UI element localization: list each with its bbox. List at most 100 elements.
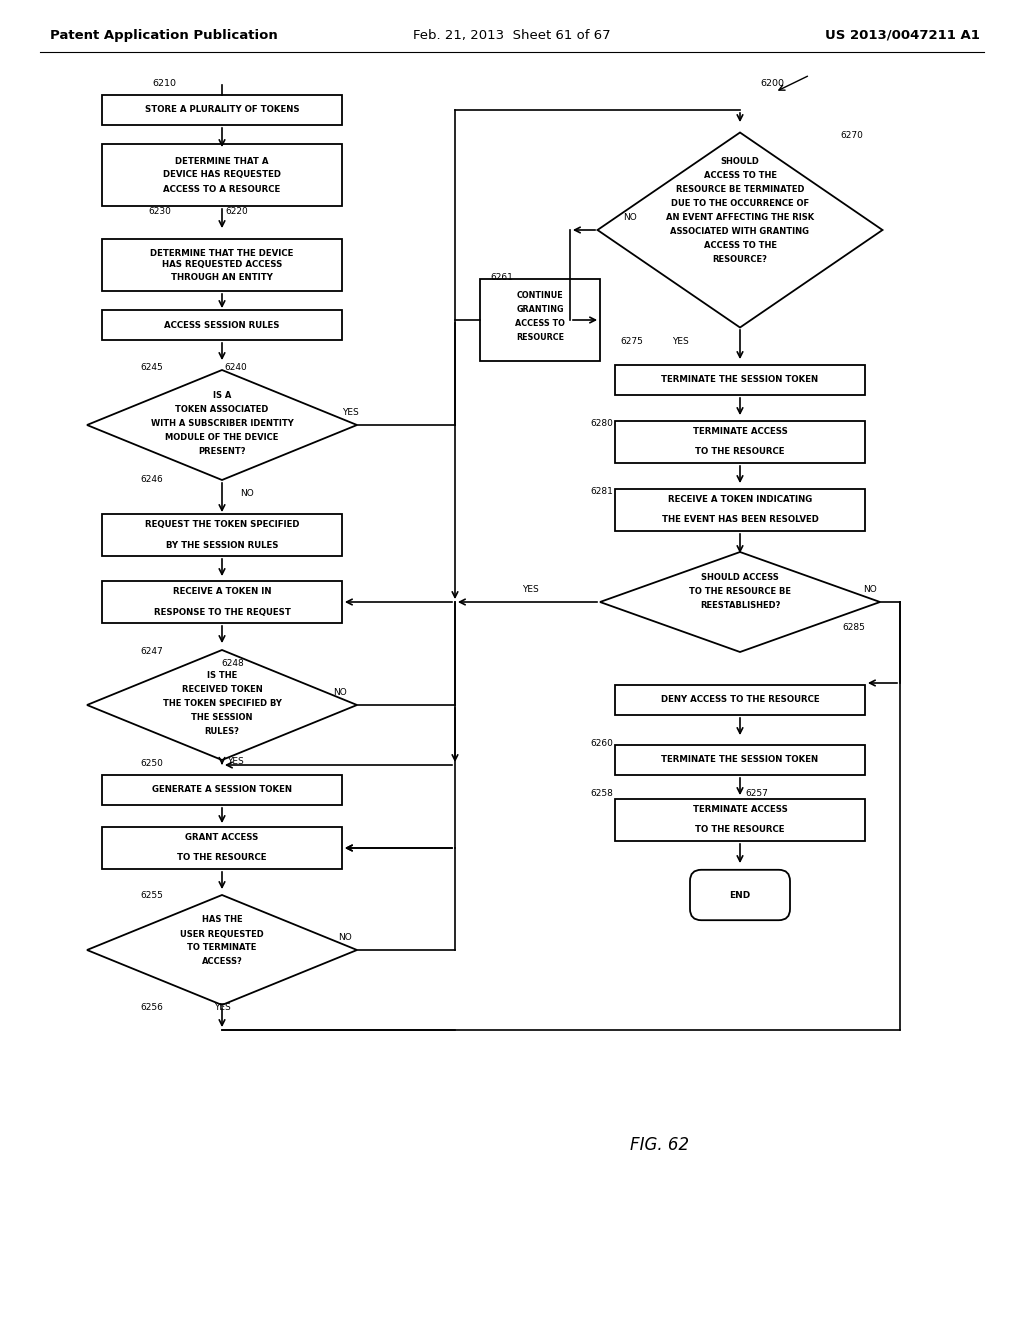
Text: BY THE SESSION RULES: BY THE SESSION RULES [166,540,279,549]
Bar [102,95,342,125]
Bar [480,279,600,360]
Polygon shape [87,370,357,480]
FancyBboxPatch shape [690,870,790,920]
Text: DEVICE HAS REQUESTED: DEVICE HAS REQUESTED [163,170,281,180]
Text: THROUGH AN ENTITY: THROUGH AN ENTITY [171,272,273,281]
Text: PRESENT?: PRESENT? [199,446,246,455]
Text: DETERMINE THAT THE DEVICE: DETERMINE THAT THE DEVICE [151,248,294,257]
Bar [102,513,342,556]
Text: 6210: 6210 [152,78,176,87]
Text: HAS REQUESTED ACCESS: HAS REQUESTED ACCESS [162,260,283,269]
Text: RECEIVE A TOKEN INDICATING: RECEIVE A TOKEN INDICATING [668,495,812,504]
Text: NO: NO [240,488,254,498]
Polygon shape [87,649,357,760]
Text: 6281: 6281 [590,487,613,495]
Text: SHOULD ACCESS: SHOULD ACCESS [701,573,779,582]
Bar [102,775,342,805]
Bar [102,581,342,623]
Bar [102,144,342,206]
Bar [102,310,342,341]
Bar [102,239,342,290]
Text: YES: YES [521,585,539,594]
Text: HAS THE: HAS THE [202,916,243,924]
Text: THE EVENT HAS BEEN RESOLVED: THE EVENT HAS BEEN RESOLVED [662,516,818,524]
Text: USER REQUESTED: USER REQUESTED [180,929,264,939]
Bar [615,421,865,463]
Text: 6256: 6256 [140,1003,163,1012]
Text: NO: NO [863,585,877,594]
Text: DUE TO THE OCCURRENCE OF: DUE TO THE OCCURRENCE OF [671,199,809,209]
Text: TO THE RESOURCE: TO THE RESOURCE [177,854,266,862]
Text: ACCESS TO THE: ACCESS TO THE [703,242,776,251]
Text: STORE A PLURALITY OF TOKENS: STORE A PLURALITY OF TOKENS [144,106,299,115]
Text: 6246: 6246 [140,475,163,484]
Text: RESOURCE BE TERMINATED: RESOURCE BE TERMINATED [676,186,804,194]
Text: 6240: 6240 [224,363,247,372]
Text: ACCESS TO THE: ACCESS TO THE [703,172,776,181]
Bar [102,828,342,869]
Text: CONTINUE: CONTINUE [517,292,563,301]
Text: RECEIVE A TOKEN IN: RECEIVE A TOKEN IN [173,587,271,597]
Polygon shape [600,552,880,652]
Text: REQUEST THE TOKEN SPECIFIED: REQUEST THE TOKEN SPECIFIED [144,520,299,529]
Text: NO: NO [624,213,637,222]
Text: IS THE: IS THE [207,671,238,680]
Text: RULES?: RULES? [205,726,240,735]
Text: 6257: 6257 [745,788,768,797]
Polygon shape [87,895,357,1005]
Text: YES: YES [226,758,244,767]
Text: 6258: 6258 [590,788,613,797]
Text: TERMINATE ACCESS: TERMINATE ACCESS [692,428,787,437]
Text: RECEIVED TOKEN: RECEIVED TOKEN [181,685,262,693]
Text: 6200: 6200 [760,78,784,87]
Text: RESOURCE?: RESOURCE? [713,256,767,264]
Text: 6261: 6261 [490,272,513,281]
Text: TOKEN ASSOCIATED: TOKEN ASSOCIATED [175,404,268,413]
Text: 6248: 6248 [221,659,244,668]
Text: 6245: 6245 [140,363,163,372]
Text: ACCESS?: ACCESS? [202,957,243,966]
Text: 6250: 6250 [140,759,163,768]
Text: Feb. 21, 2013  Sheet 61 of 67: Feb. 21, 2013 Sheet 61 of 67 [414,29,610,41]
Text: YES: YES [214,1003,230,1012]
Bar [615,744,865,775]
Text: 6247: 6247 [140,647,163,656]
Text: SHOULD: SHOULD [721,157,760,166]
Polygon shape [597,132,883,327]
Text: TERMINATE THE SESSION TOKEN: TERMINATE THE SESSION TOKEN [662,375,818,384]
Text: REESTABLISHED?: REESTABLISHED? [699,602,780,610]
Text: US 2013/0047211 A1: US 2013/0047211 A1 [825,29,980,41]
Bar [615,488,865,531]
Text: GRANTING: GRANTING [516,305,564,314]
Text: IS A: IS A [213,391,231,400]
Text: WITH A SUBSCRIBER IDENTITY: WITH A SUBSCRIBER IDENTITY [151,418,293,428]
Text: 6280: 6280 [590,418,613,428]
Text: ACCESS TO: ACCESS TO [515,319,565,329]
Text: 6285: 6285 [842,623,865,631]
Text: TERMINATE THE SESSION TOKEN: TERMINATE THE SESSION TOKEN [662,755,818,764]
Text: FIG. 62: FIG. 62 [631,1137,689,1154]
Text: DETERMINE THAT A: DETERMINE THAT A [175,157,268,165]
Text: MODULE OF THE DEVICE: MODULE OF THE DEVICE [165,433,279,441]
Text: DENY ACCESS TO THE RESOURCE: DENY ACCESS TO THE RESOURCE [660,696,819,705]
Text: GENERATE A SESSION TOKEN: GENERATE A SESSION TOKEN [152,785,292,795]
Bar [615,799,865,841]
Text: 6270: 6270 [840,131,863,140]
Text: YES: YES [672,338,688,346]
Text: ACCESS SESSION RULES: ACCESS SESSION RULES [164,321,280,330]
Text: END: END [729,891,751,899]
Text: Patent Application Publication: Patent Application Publication [50,29,278,41]
Text: TO THE RESOURCE: TO THE RESOURCE [695,447,784,457]
Text: NO: NO [338,933,352,942]
Text: GRANT ACCESS: GRANT ACCESS [185,833,259,842]
Text: THE TOKEN SPECIFIED BY: THE TOKEN SPECIFIED BY [163,698,282,708]
Bar [615,366,865,395]
Text: TO TERMINATE: TO TERMINATE [187,944,257,953]
Text: TERMINATE ACCESS: TERMINATE ACCESS [692,805,787,814]
Text: RESOURCE: RESOURCE [516,334,564,342]
Text: 6230: 6230 [148,207,171,216]
Text: TO THE RESOURCE BE: TO THE RESOURCE BE [689,587,791,597]
Text: NO: NO [333,688,347,697]
Bar [615,685,865,715]
Text: 6255: 6255 [140,891,163,900]
